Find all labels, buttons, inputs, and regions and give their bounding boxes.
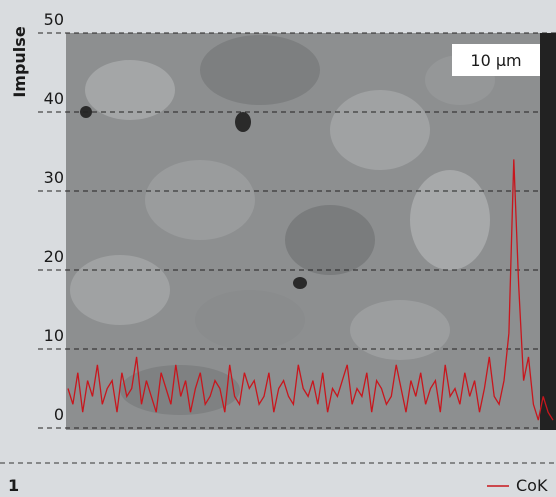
y-tick-label: 30 bbox=[44, 168, 64, 187]
data-line bbox=[67, 159, 554, 421]
y-tick-label: 50 bbox=[44, 10, 64, 29]
sem-image bbox=[66, 33, 556, 430]
legend-label: CoK bbox=[516, 476, 548, 495]
y-tick-label: 20 bbox=[44, 247, 64, 266]
y-tick-label: 40 bbox=[44, 89, 64, 108]
panel-label: 1 bbox=[8, 476, 19, 495]
y-axis-label: Impulse bbox=[10, 26, 29, 97]
scale-bar-label: 10 µm bbox=[470, 51, 521, 70]
y-tick-label: 0 bbox=[54, 405, 64, 424]
y-tick-label: 10 bbox=[44, 326, 64, 345]
